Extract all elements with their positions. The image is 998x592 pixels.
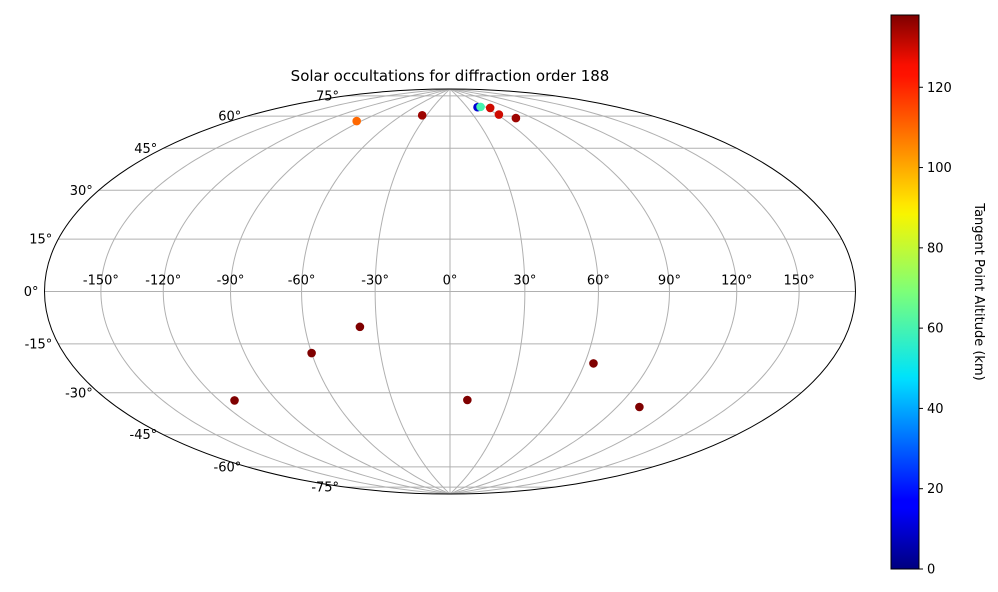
colorbar-tick-label: 80 xyxy=(927,241,944,256)
longitude-tick-label: 30° xyxy=(513,274,536,289)
data-points xyxy=(230,102,644,412)
occultation-point xyxy=(352,116,361,126)
latitude-tick-label: 60° xyxy=(218,110,241,125)
occultation-point xyxy=(355,322,365,332)
map-frame xyxy=(44,88,856,495)
latitude-tick-label: -15° xyxy=(25,337,53,352)
colorbar-tick-label: 120 xyxy=(927,81,952,96)
occultation-point xyxy=(485,103,495,113)
occultation-track xyxy=(352,116,361,126)
colorbar-strip xyxy=(890,14,920,570)
longitude-tick-label: -30° xyxy=(361,274,389,289)
latitude-tick-label: -60° xyxy=(214,460,242,475)
occultation-track xyxy=(473,102,495,113)
colorbar-tick-label: 40 xyxy=(927,402,944,417)
latitude-tick-label: 0° xyxy=(24,285,39,300)
colorbar-tick-label: 100 xyxy=(927,161,952,176)
latitude-tick-label: -30° xyxy=(65,386,93,401)
occultation-track xyxy=(494,110,504,119)
occultation-track xyxy=(417,111,427,120)
longitude-tick-label: -60° xyxy=(288,274,316,289)
longitude-tick-label: 120° xyxy=(721,274,752,289)
occultation-track xyxy=(355,322,365,332)
occultation-point xyxy=(511,113,521,123)
colorbar-tick-label: 20 xyxy=(927,482,944,497)
occultation-track xyxy=(635,402,644,412)
longitude-tick-label: -90° xyxy=(217,274,245,289)
colorbar: 0 20 40 60 80 100 120 Tangent Point Altitude (… xyxy=(890,14,986,578)
occultation-track xyxy=(511,113,521,123)
occultation-track xyxy=(463,395,472,405)
longitude-tick-label: 90° xyxy=(658,274,681,289)
colorbar-tick-label: 0 xyxy=(927,563,935,578)
graticule xyxy=(44,89,856,494)
occultation-point xyxy=(635,402,644,412)
longitude-tick-label: 60° xyxy=(587,274,610,289)
latitude-tick-label: -45° xyxy=(130,428,158,443)
occultation-track xyxy=(589,359,598,368)
occultation-point xyxy=(463,395,472,405)
colorbar-tick-label: 60 xyxy=(927,322,944,337)
occultation-point xyxy=(494,110,504,119)
colorbar-ticks: 0 20 40 60 80 100 120 xyxy=(919,81,952,578)
occultation-track xyxy=(307,348,316,358)
latitude-tick-label: 30° xyxy=(70,184,93,199)
longitude-tick-label: -150° xyxy=(83,274,119,289)
occultation-point xyxy=(589,359,598,368)
longitude-tick-labels: -150° -120° -90° -60° -30° 0° 30° 60° 90° 120° 150… xyxy=(83,274,815,289)
occultation-track xyxy=(230,396,239,405)
chart-title: Solar occultations for diffraction order… xyxy=(291,67,610,85)
occultation-point xyxy=(476,102,485,112)
occultation-point xyxy=(230,396,239,405)
longitude-tick-label: -120° xyxy=(145,274,181,289)
latitude-tick-label: 15° xyxy=(29,233,52,248)
latitude-tick-label: -75° xyxy=(311,481,339,496)
longitude-tick-label: 150° xyxy=(783,274,814,289)
longitude-tick-label: 0° xyxy=(443,274,458,289)
latitude-tick-label: 75° xyxy=(316,89,339,104)
latitude-tick-label: 45° xyxy=(134,142,157,157)
latitude-tick-labels: 75° 60° 45° 30° 15° 0° -15° -30° -45° -60° -75° xyxy=(24,89,339,495)
occultation-point xyxy=(307,348,316,358)
colorbar-label: Tangent Point Altitude (km) xyxy=(971,202,986,380)
occultation-point xyxy=(417,111,427,120)
